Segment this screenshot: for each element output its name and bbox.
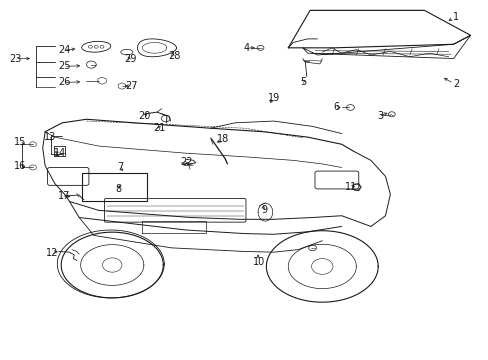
Text: 13: 13 [44,132,56,142]
Text: 3: 3 [377,111,383,121]
Text: 26: 26 [58,77,71,87]
Text: 12: 12 [46,248,59,258]
Text: 16: 16 [14,161,26,171]
Text: 19: 19 [267,93,279,103]
Text: 8: 8 [115,184,121,194]
Text: 23: 23 [9,54,21,64]
Text: 21: 21 [153,123,165,133]
Text: 24: 24 [58,45,71,55]
Text: 25: 25 [58,61,71,71]
Text: 27: 27 [125,81,138,91]
Text: 29: 29 [124,54,136,64]
Text: 6: 6 [333,102,339,112]
Text: 1: 1 [452,13,458,22]
Text: 22: 22 [180,157,192,167]
Text: 17: 17 [58,191,71,201]
Text: 7: 7 [117,162,123,172]
Text: 14: 14 [54,148,66,158]
Text: 20: 20 [139,111,151,121]
Text: 5: 5 [299,77,305,87]
Text: 28: 28 [167,51,180,61]
Text: 10: 10 [252,257,264,267]
Text: 9: 9 [261,205,266,215]
Text: 11: 11 [345,182,357,192]
Text: 2: 2 [452,78,458,89]
Text: 4: 4 [244,43,249,53]
Bar [81,173,147,202]
Text: 18: 18 [216,134,228,144]
Text: 15: 15 [14,138,26,148]
